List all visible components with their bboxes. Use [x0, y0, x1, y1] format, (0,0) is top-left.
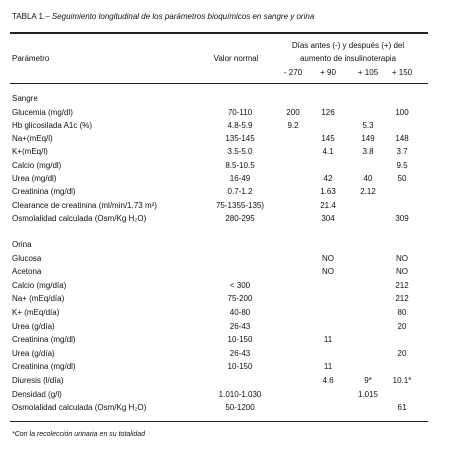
- param: Acetona: [12, 267, 42, 277]
- param: Calcio (mg/dl): [12, 160, 62, 170]
- normal-range: 40-80: [229, 307, 251, 317]
- normal-range: 75-1355-135): [215, 200, 265, 210]
- param: K+(mEq/l): [12, 147, 48, 157]
- param: Creatinina (mg/dl): [12, 187, 76, 197]
- normal-range: 16-49: [229, 174, 251, 183]
- value-cell: 20: [397, 348, 407, 358]
- value-cell: 9.5: [396, 160, 408, 170]
- header-rule: [10, 83, 428, 84]
- value-cell: 100: [395, 107, 409, 117]
- param: Calcio (mg/día): [12, 280, 67, 290]
- value-cell: 3.8: [362, 147, 374, 157]
- value-cell: 149: [361, 134, 375, 144]
- normal-range: 75-200: [227, 294, 253, 304]
- param: Urea (g/día): [12, 348, 55, 358]
- value-cell: 80: [397, 307, 407, 317]
- value-cell: NO: [322, 267, 334, 277]
- title-caption: Seguimiento longitudinal de los parámetr…: [51, 12, 315, 21]
- column-header: + 105: [357, 68, 379, 77]
- param: Urea (g/día): [12, 321, 55, 331]
- param: Osmolalidad calculada (Osm/Kg H₂O): [12, 403, 147, 413]
- value-cell: 2.12: [360, 187, 376, 197]
- column-header: - 270: [283, 68, 303, 77]
- value-cell: 9.2: [287, 120, 299, 130]
- param: Hb glicosilada A1c (%): [12, 120, 93, 130]
- value-cell: 309: [395, 213, 409, 223]
- normal-range: < 300: [229, 280, 251, 290]
- normal-range: 3.5-5.0: [227, 147, 253, 157]
- value-cell: 148: [395, 134, 409, 144]
- param: Creatinina (mg/dl): [12, 335, 76, 345]
- value-cell: 212: [395, 294, 409, 304]
- section-title: Orina: [12, 240, 32, 249]
- value-cell: 10.1*: [392, 375, 412, 385]
- value-cell: 4.1: [322, 147, 334, 157]
- normal-range: 26-43: [229, 348, 251, 358]
- normal-range: 0.7-1.2: [227, 187, 253, 197]
- value-cell: 11: [323, 335, 333, 345]
- section-title: Sangre: [12, 94, 38, 103]
- title: TABLA 1.– Seguimiento longitudinal de lo…: [12, 12, 314, 22]
- value-cell: 61: [397, 403, 407, 413]
- value-cell: 11: [323, 362, 333, 372]
- value-cell: 212: [395, 280, 409, 290]
- param: Na+ (mEq/día): [12, 294, 65, 304]
- param: Clearance de creatinina (ml/min/1.73 m²): [12, 200, 157, 210]
- value-cell: 40: [363, 174, 373, 183]
- normal-range: 10-150: [227, 335, 253, 345]
- value-cell: 3.7: [396, 147, 408, 157]
- normal-range: 50-1200: [225, 403, 255, 413]
- value-cell: 42: [323, 174, 333, 183]
- top-rule: [10, 32, 428, 34]
- column-header: + 150: [391, 68, 413, 77]
- value-cell: 1.63: [320, 187, 336, 197]
- value-cell: 145: [321, 134, 335, 144]
- param: Na+(mEq/l): [12, 134, 53, 144]
- param: Densidad (g/l): [12, 389, 62, 399]
- footnote: *Con la recolección urinaria en su total…: [12, 431, 146, 438]
- value-cell: 21.4: [320, 200, 336, 210]
- value-cell: 20: [397, 321, 407, 331]
- param: Urea (mg/dl): [12, 174, 57, 183]
- value-cell: NO: [396, 267, 408, 277]
- normal-range: 8.5-10.5: [225, 160, 255, 170]
- value-cell: NO: [322, 253, 334, 263]
- bottom-rule: [10, 421, 428, 422]
- normal-range: 70-110: [227, 107, 253, 117]
- value-cell: 1.015: [357, 389, 379, 399]
- title-label: TABLA 1.–: [12, 12, 50, 21]
- value-cell: 200: [286, 107, 300, 117]
- group-header: Días antes (-) y después (+) del: [291, 41, 405, 50]
- param-header: Parámetro: [12, 54, 50, 63]
- param: Diuresis (l/día): [12, 375, 64, 385]
- group-header: aumento de insulinoterapia: [299, 54, 397, 63]
- value-cell: 4.6: [322, 375, 334, 385]
- value-cell: 126: [321, 107, 335, 117]
- value-cell: 50: [397, 174, 407, 183]
- normal-range: 4.8-5.9: [227, 120, 253, 130]
- param: Glucemia (mg/dl): [12, 107, 73, 117]
- normal-header: Valor normal: [213, 54, 259, 63]
- param: Glucosa: [12, 253, 42, 263]
- normal-range: 1.010-1.030: [218, 389, 262, 399]
- param: Osmolalidad calculada (Osm/Kg H₂O): [12, 213, 147, 223]
- value-cell: 9*: [364, 375, 372, 385]
- value-cell: NO: [396, 253, 408, 263]
- normal-range: 135-145: [225, 134, 255, 144]
- normal-range: 10-150: [227, 362, 253, 372]
- normal-range: 26-43: [229, 321, 251, 331]
- param: K+ (mEq/día): [12, 307, 60, 317]
- column-header: + 90: [320, 68, 336, 77]
- normal-range: 280-295: [225, 213, 255, 223]
- value-cell: 5.3: [362, 120, 374, 130]
- param: Creatinina (mg/dl): [12, 362, 76, 372]
- value-cell: 304: [321, 213, 335, 223]
